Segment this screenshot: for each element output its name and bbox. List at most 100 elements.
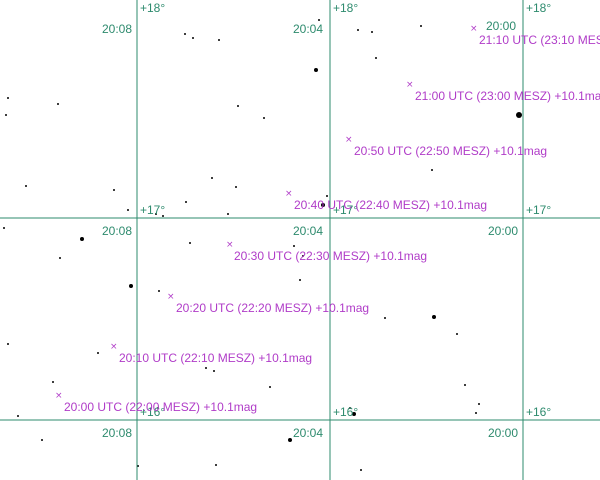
ra-label: 20:04 [293, 224, 323, 238]
star [326, 195, 328, 197]
star [352, 412, 356, 416]
star [432, 315, 436, 319]
star [5, 114, 7, 116]
ephemeris-label: 20:20 UTC (22:20 MESZ) +10.1mag [176, 301, 369, 315]
dec-label: +16° [333, 405, 358, 419]
grid-labels: 20:08 20:04 20:00 20:08 20:04 20:00 20:0… [102, 1, 551, 440]
star [59, 257, 61, 259]
star [360, 469, 362, 471]
star [263, 117, 265, 119]
ephemeris-marker: × [55, 391, 63, 401]
dec-label: +17° [333, 203, 358, 217]
star [302, 255, 304, 257]
ephemeris-label: 21:00 UTC (23:00 MESZ) +10.1mag [415, 89, 600, 103]
ra-label: 20:00 [488, 224, 518, 238]
star [384, 317, 386, 319]
star [349, 407, 351, 409]
star [7, 343, 9, 345]
star [162, 215, 164, 217]
star [475, 412, 477, 414]
ephemeris-point: × 20:40 UTC (22:40 MESZ) +10.1mag [285, 189, 487, 212]
ephemeris-point: × 21:00 UTC (23:00 MESZ) +10.1mag [406, 80, 600, 103]
ephemeris-marker: × [110, 342, 118, 352]
star [269, 386, 271, 388]
dec-label: +17° [140, 203, 165, 217]
ephemeris-marker: × [285, 189, 293, 199]
dec-label: +18° [333, 1, 358, 15]
ephemeris-point: × 20:30 UTC (22:30 MESZ) +10.1mag [226, 240, 427, 263]
star [357, 29, 359, 31]
star [3, 227, 5, 229]
star [113, 189, 115, 191]
ephemeris-label: 20:00 UTC (22:00 MESZ) +10.1mag [64, 400, 257, 414]
star [420, 25, 422, 27]
star [375, 57, 377, 59]
star [80, 237, 84, 241]
ephemeris-label: 20:30 UTC (22:30 MESZ) +10.1mag [234, 249, 427, 263]
star [464, 384, 466, 386]
star [456, 333, 458, 335]
star [288, 438, 292, 442]
star [299, 279, 301, 281]
star [516, 112, 522, 118]
star [478, 403, 480, 405]
dec-label: +16° [526, 405, 551, 419]
ra-label: 20:08 [102, 224, 132, 238]
star [158, 290, 160, 292]
star [7, 97, 9, 99]
ephemeris-marker: × [470, 24, 478, 34]
star [97, 352, 99, 354]
star [227, 213, 229, 215]
ephemeris-marker: × [226, 240, 234, 250]
ra-label: 20:00 [488, 426, 518, 440]
ephemeris-label: 20:50 UTC (22:50 MESZ) +10.1mag [354, 144, 547, 158]
star [321, 203, 325, 207]
star [127, 209, 129, 211]
dec-label: +18° [140, 1, 165, 15]
ephemeris-label: 21:10 UTC (23:10 MESZ) +10.1mag [479, 33, 600, 47]
star [189, 242, 191, 244]
star [184, 33, 186, 35]
ephemeris-marker: × [167, 292, 175, 302]
star [293, 245, 295, 247]
star [157, 407, 159, 409]
dec-label: +17° [526, 203, 551, 217]
star [314, 68, 318, 72]
ra-label: 20:04 [293, 22, 323, 36]
star [237, 105, 239, 107]
star [41, 439, 43, 441]
star [218, 39, 220, 41]
star [129, 284, 133, 288]
star [205, 367, 207, 369]
ephemeris-track: × 21:10 UTC (23:10 MESZ) +10.1mag × 21:0… [55, 24, 600, 414]
star [185, 201, 187, 203]
ephemeris-point: × 20:20 UTC (22:20 MESZ) +10.1mag [167, 292, 369, 315]
star [371, 31, 373, 33]
star [431, 169, 433, 171]
star [192, 37, 194, 39]
ephemeris-label: 20:10 UTC (22:10 MESZ) +10.1mag [119, 351, 312, 365]
dec-label: +18° [526, 1, 551, 15]
ephemeris-marker: × [345, 135, 353, 145]
ra-label: 20:08 [102, 426, 132, 440]
star [57, 103, 59, 105]
ra-label: 20:04 [293, 426, 323, 440]
star [235, 186, 237, 188]
star [17, 415, 19, 417]
ephemeris-point: × 20:10 UTC (22:10 MESZ) +10.1mag [110, 342, 312, 365]
star-field [3, 19, 522, 471]
ephemeris-marker: × [406, 80, 414, 90]
dec-label: +16° [140, 405, 165, 419]
star [213, 370, 215, 372]
ephemeris-label: 20:40 UTC (22:40 MESZ) +10.1mag [294, 198, 487, 212]
ephemeris-point: × 20:50 UTC (22:50 MESZ) +10.1mag [345, 135, 547, 158]
star [318, 19, 320, 21]
star [155, 213, 157, 215]
star [25, 185, 27, 187]
ephemeris-point: × 20:00 UTC (22:00 MESZ) +10.1mag [55, 391, 257, 414]
ra-label: 20:00 [486, 19, 516, 33]
star [52, 381, 54, 383]
